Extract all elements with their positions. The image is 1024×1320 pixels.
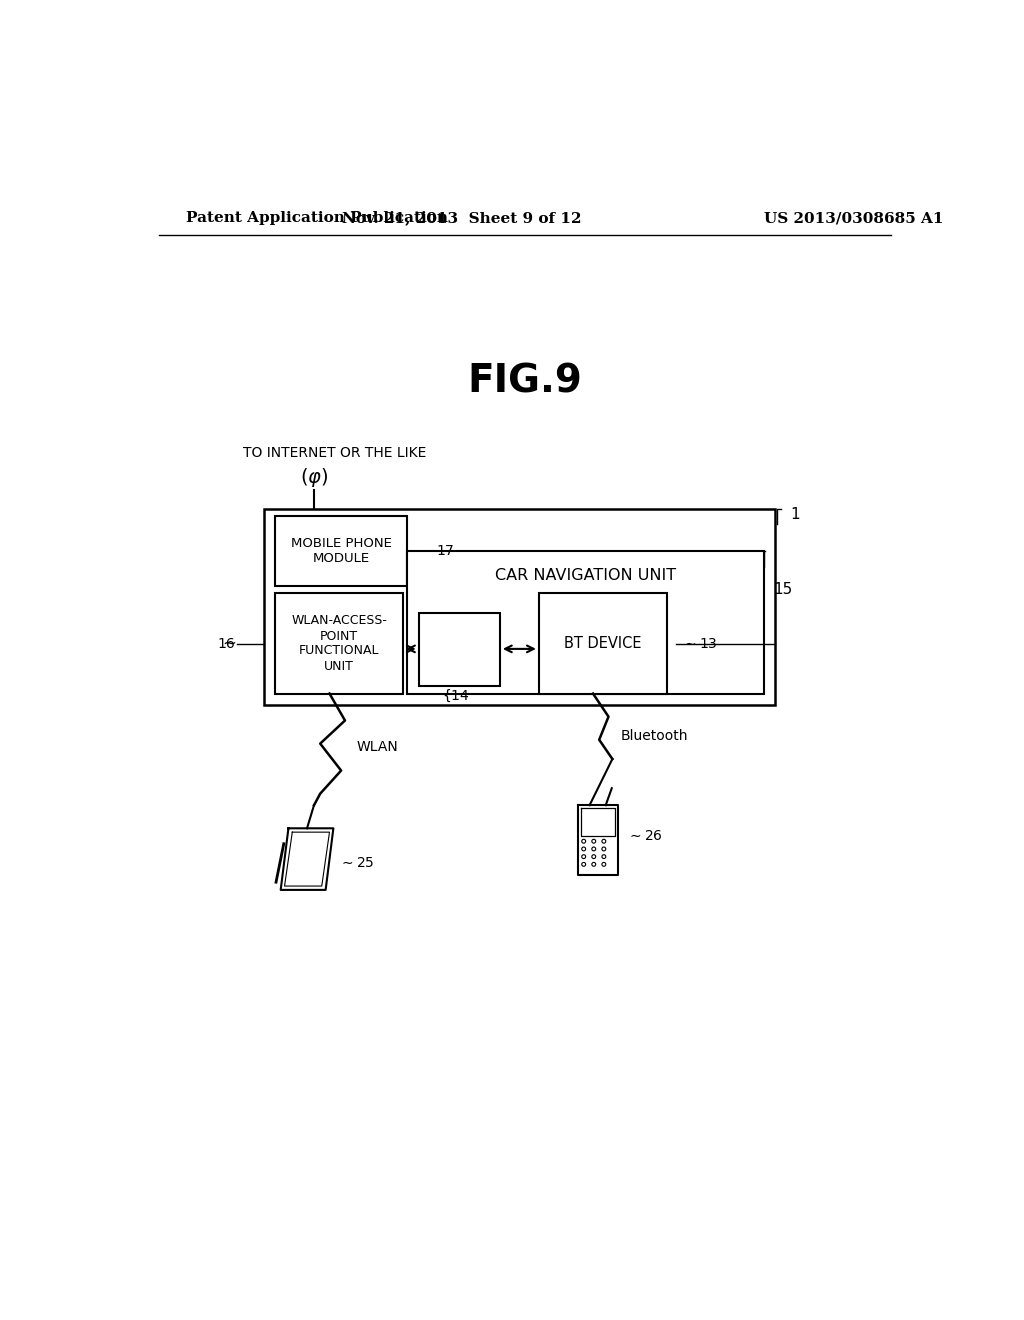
Text: $\sim$13: $\sim$13 xyxy=(682,636,718,651)
Bar xyxy=(407,552,764,693)
Text: $\{$14: $\{$14 xyxy=(442,688,470,704)
Bar xyxy=(419,612,500,686)
Text: Bluetooth: Bluetooth xyxy=(621,729,688,743)
Text: 15: 15 xyxy=(773,582,793,597)
Text: $\sim$25: $\sim$25 xyxy=(339,855,374,870)
Text: US 2013/0308685 A1: US 2013/0308685 A1 xyxy=(764,211,943,226)
Bar xyxy=(539,594,667,693)
Text: ~: ~ xyxy=(222,635,237,652)
Text: $\sim$17: $\sim$17 xyxy=(419,544,454,558)
Text: 16: 16 xyxy=(217,636,234,651)
Text: BT DEVICE: BT DEVICE xyxy=(564,636,641,651)
Text: WLAN: WLAN xyxy=(356,741,398,755)
Text: Patent Application Publication: Patent Application Publication xyxy=(186,211,449,226)
Text: CAR NAVIGATION UNIT: CAR NAVIGATION UNIT xyxy=(495,568,676,583)
Text: TO INTERNET OR THE LIKE: TO INTERNET OR THE LIKE xyxy=(243,446,426,459)
Text: 1: 1 xyxy=(791,507,800,523)
Text: $(\varphi)$: $(\varphi)$ xyxy=(300,466,329,490)
Text: WLAN-ACCESS-
POINT
FUNCTIONAL
UNIT: WLAN-ACCESS- POINT FUNCTIONAL UNIT xyxy=(291,615,387,672)
Text: MOBILE PHONE
MODULE: MOBILE PHONE MODULE xyxy=(291,537,391,565)
Text: FIG.9: FIG.9 xyxy=(467,363,583,401)
Bar xyxy=(275,594,403,693)
Text: Nov. 21, 2013  Sheet 9 of 12: Nov. 21, 2013 Sheet 9 of 12 xyxy=(341,211,581,226)
Text: $\sim$26: $\sim$26 xyxy=(627,829,663,843)
Bar xyxy=(275,516,407,586)
Bar xyxy=(263,508,775,705)
